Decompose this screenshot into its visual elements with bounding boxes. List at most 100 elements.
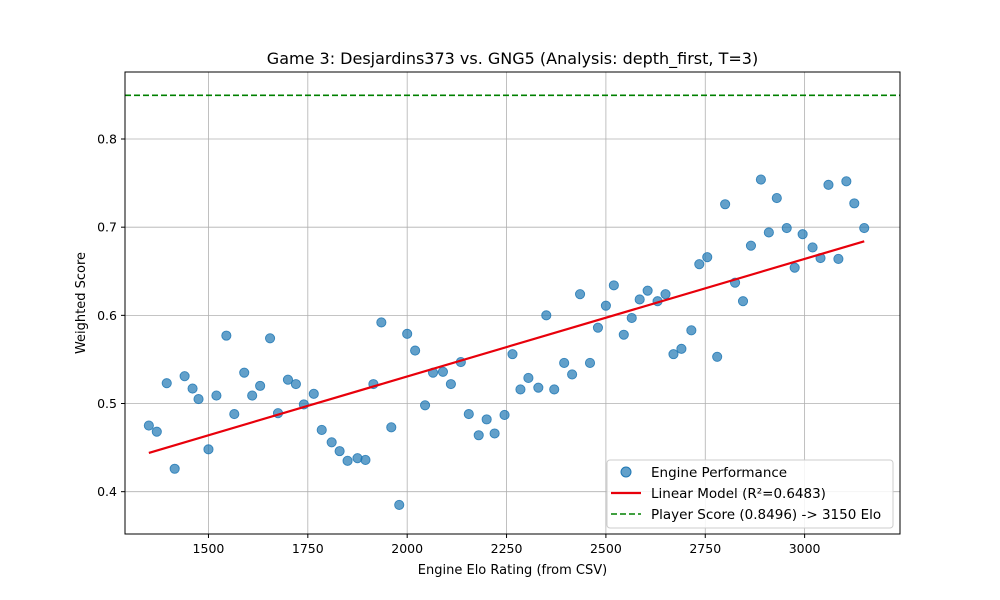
data-point — [712, 351, 723, 362]
data-point — [575, 289, 586, 300]
data-point — [789, 262, 800, 273]
data-point — [737, 296, 749, 307]
y-tick-label: 0.6 — [97, 308, 117, 323]
data-point — [282, 374, 293, 385]
data-point — [410, 345, 421, 356]
fit-line-layer — [148, 240, 865, 454]
grid — [125, 72, 900, 534]
data-point — [781, 223, 792, 234]
data-point — [239, 367, 250, 378]
data-point — [626, 312, 637, 324]
data-point — [515, 384, 526, 395]
data-point — [600, 300, 611, 311]
data-point — [463, 409, 474, 420]
data-point — [618, 329, 629, 340]
data-point — [489, 428, 500, 439]
data-point — [841, 176, 852, 187]
data-point — [394, 499, 405, 510]
data-point — [686, 325, 697, 336]
data-point — [360, 454, 371, 465]
data-point — [143, 420, 154, 431]
x-tick-label: 3000 — [789, 541, 821, 556]
data-point — [376, 317, 387, 328]
data-point — [823, 179, 834, 190]
data-point — [634, 294, 645, 305]
data-point — [608, 280, 619, 291]
data-point — [549, 384, 560, 395]
data-point — [229, 409, 240, 420]
data-point — [592, 322, 603, 333]
x-axis-ticks: 1500 1750 2000 2250 2500 2750 3000 — [193, 534, 821, 556]
legend-label-engine-performance: Engine Performance — [651, 465, 787, 481]
data-point — [755, 174, 766, 185]
data-point — [221, 330, 232, 341]
data-point — [660, 289, 671, 300]
legend-box — [606, 459, 894, 529]
data-point — [676, 343, 687, 354]
data-point — [151, 426, 162, 437]
data-point — [797, 229, 808, 240]
x-tick-label: 2500 — [590, 541, 622, 556]
data-point — [807, 242, 818, 253]
legend: Engine Performance Linear Model (R²=0.64… — [606, 459, 894, 529]
data-point — [507, 349, 518, 360]
data-point — [833, 253, 844, 264]
legend-label-player-score: Player Score (0.8496) -> 3150 Elo — [651, 507, 881, 523]
data-point — [745, 240, 757, 251]
data-point — [255, 380, 266, 391]
y-tick-label: 0.7 — [97, 220, 117, 235]
data-point — [265, 333, 276, 344]
data-point — [481, 414, 492, 425]
data-point — [559, 357, 570, 369]
data-point — [541, 310, 552, 321]
x-tick-label: 2250 — [491, 541, 523, 556]
y-tick-label: 0.5 — [97, 396, 117, 411]
data-point — [771, 193, 782, 204]
data-point — [859, 223, 870, 234]
data-point — [420, 400, 431, 411]
data-point — [668, 349, 679, 360]
x-axis-label: Engine Elo Rating (from CSV) — [418, 563, 607, 578]
data-point — [211, 390, 222, 401]
data-point — [402, 328, 413, 339]
data-point — [203, 444, 214, 455]
x-tick-label: 2750 — [689, 541, 721, 556]
data-point — [763, 227, 774, 238]
data-point — [437, 366, 448, 377]
data-point — [584, 357, 596, 369]
data-point — [523, 372, 534, 383]
data-point — [193, 394, 204, 405]
data-point — [720, 199, 731, 210]
data-point — [849, 198, 860, 209]
data-point — [533, 382, 544, 393]
data-point — [642, 285, 653, 296]
data-point — [169, 463, 180, 474]
data-point — [473, 430, 484, 441]
data-point — [290, 379, 301, 390]
x-tick-label: 1500 — [193, 541, 225, 556]
data-point — [499, 409, 510, 421]
data-point — [567, 369, 578, 380]
data-point — [179, 371, 190, 382]
legend-marker-engine-performance — [620, 466, 632, 478]
data-point — [386, 422, 397, 433]
data-point — [334, 446, 345, 457]
data-point — [694, 259, 705, 270]
y-tick-label: 0.8 — [97, 132, 117, 147]
data-point — [342, 455, 353, 466]
data-point — [326, 437, 337, 448]
plot-area-frame — [124, 71, 901, 535]
chart-title: Game 3: Desjardins373 vs. GNG5 (Analysis… — [267, 49, 758, 69]
scatter-points — [143, 174, 870, 510]
data-point — [308, 388, 319, 399]
y-axis-label: Weighted Score — [74, 252, 89, 354]
data-point — [316, 424, 327, 436]
data-point — [702, 252, 713, 263]
data-point — [161, 378, 172, 389]
y-axis-ticks: 0.4 0.5 0.6 0.7 0.8 — [97, 132, 125, 499]
x-tick-label: 1750 — [292, 541, 324, 556]
legend-label-linear-model: Linear Model (R²=0.6483) — [651, 486, 826, 502]
data-point — [445, 379, 456, 390]
x-tick-label: 2000 — [391, 541, 423, 556]
